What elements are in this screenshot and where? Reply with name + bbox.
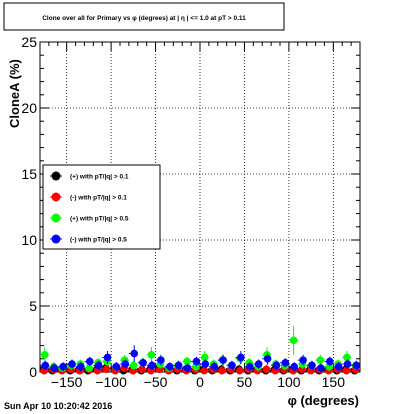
data-point	[210, 362, 219, 371]
data-point	[343, 353, 351, 362]
data-point	[245, 362, 254, 371]
data-point	[183, 357, 191, 366]
data-point	[343, 360, 352, 368]
y-tick-label: 25	[21, 34, 37, 50]
data-point	[201, 360, 210, 368]
data-point	[334, 362, 343, 371]
x-axis-label: φ (degrees)	[288, 393, 359, 408]
legend: (+) with pT/|q| > 0.1 (-) with pT/|q| > 0…	[42, 164, 161, 250]
data-point	[148, 361, 156, 370]
data-point	[183, 364, 192, 372]
x-tick-label: 50	[237, 374, 253, 390]
data-point	[77, 362, 85, 371]
x-tick-label: 0	[196, 374, 204, 390]
data-point	[325, 357, 334, 366]
data-point	[139, 358, 147, 367]
data-point	[316, 356, 325, 364]
chart-title: Clone over all for Primary vs φ (degrees…	[42, 15, 246, 22]
x-tick-label: −150	[51, 374, 83, 390]
data-point	[299, 356, 307, 364]
data-point	[290, 362, 299, 371]
legend-label: (+) with pT/|q| > 0.5	[70, 216, 129, 223]
y-tick-label: 0	[29, 364, 37, 380]
data-point	[289, 336, 298, 345]
data-point	[112, 362, 121, 371]
data-point	[308, 361, 316, 370]
y-tick-label: 15	[21, 166, 37, 182]
y-tick-labels: 0 5 10 15 20 25	[21, 34, 37, 380]
data-point	[218, 366, 226, 375]
x-tick-labels: −150 −100 −50 0 50 100 150	[51, 374, 345, 390]
data-point	[50, 364, 59, 372]
title-box	[3, 2, 285, 31]
data-point	[103, 353, 112, 362]
x-tick-label: −100	[95, 374, 127, 390]
data-point	[102, 365, 111, 374]
data-point	[228, 361, 236, 370]
y-tick-label: 20	[21, 100, 37, 116]
data-point	[41, 361, 50, 370]
data-point	[59, 362, 67, 371]
y-tick-label: 10	[21, 232, 37, 248]
data-point	[281, 358, 290, 367]
data-point	[262, 365, 271, 374]
data-point	[192, 357, 201, 366]
data-point	[129, 361, 138, 370]
timestamp: Sun Apr 10 10:20:42 2016	[4, 401, 112, 411]
data-point	[219, 356, 227, 364]
data-point	[254, 360, 263, 368]
data-point	[94, 361, 103, 370]
data-point	[263, 355, 272, 363]
data-point	[85, 357, 94, 366]
data-point	[352, 361, 361, 370]
data-point	[40, 351, 49, 359]
data-point	[342, 366, 351, 375]
data-point	[272, 361, 281, 370]
data-point	[85, 364, 93, 372]
x-tick-label: −50	[144, 374, 168, 390]
data-point	[68, 360, 76, 368]
data-marks	[39, 326, 361, 375]
legend-label: (-) with pT/|q| > 0.1	[70, 195, 127, 202]
data-point	[235, 366, 244, 375]
x-tick-label: 150	[322, 374, 346, 390]
data-point	[200, 366, 208, 375]
legend-label: (+) with pT/|q| > 0.1	[70, 174, 129, 181]
data-point	[121, 360, 130, 368]
y-tick-label: 5	[29, 298, 37, 314]
legend-label: (-) with pT/|q| > 0.5	[70, 237, 127, 244]
legend-box	[42, 164, 161, 250]
data-point	[138, 365, 146, 374]
data-point	[165, 362, 174, 371]
data-point	[174, 361, 183, 370]
data-point	[317, 364, 325, 372]
data-point	[157, 356, 165, 364]
data-point	[147, 351, 156, 359]
data-point	[237, 353, 245, 362]
y-axis-label: CloneA (%)	[7, 59, 22, 128]
data-point	[130, 349, 139, 358]
data-point	[200, 353, 209, 362]
x-tick-label: 100	[277, 374, 301, 390]
